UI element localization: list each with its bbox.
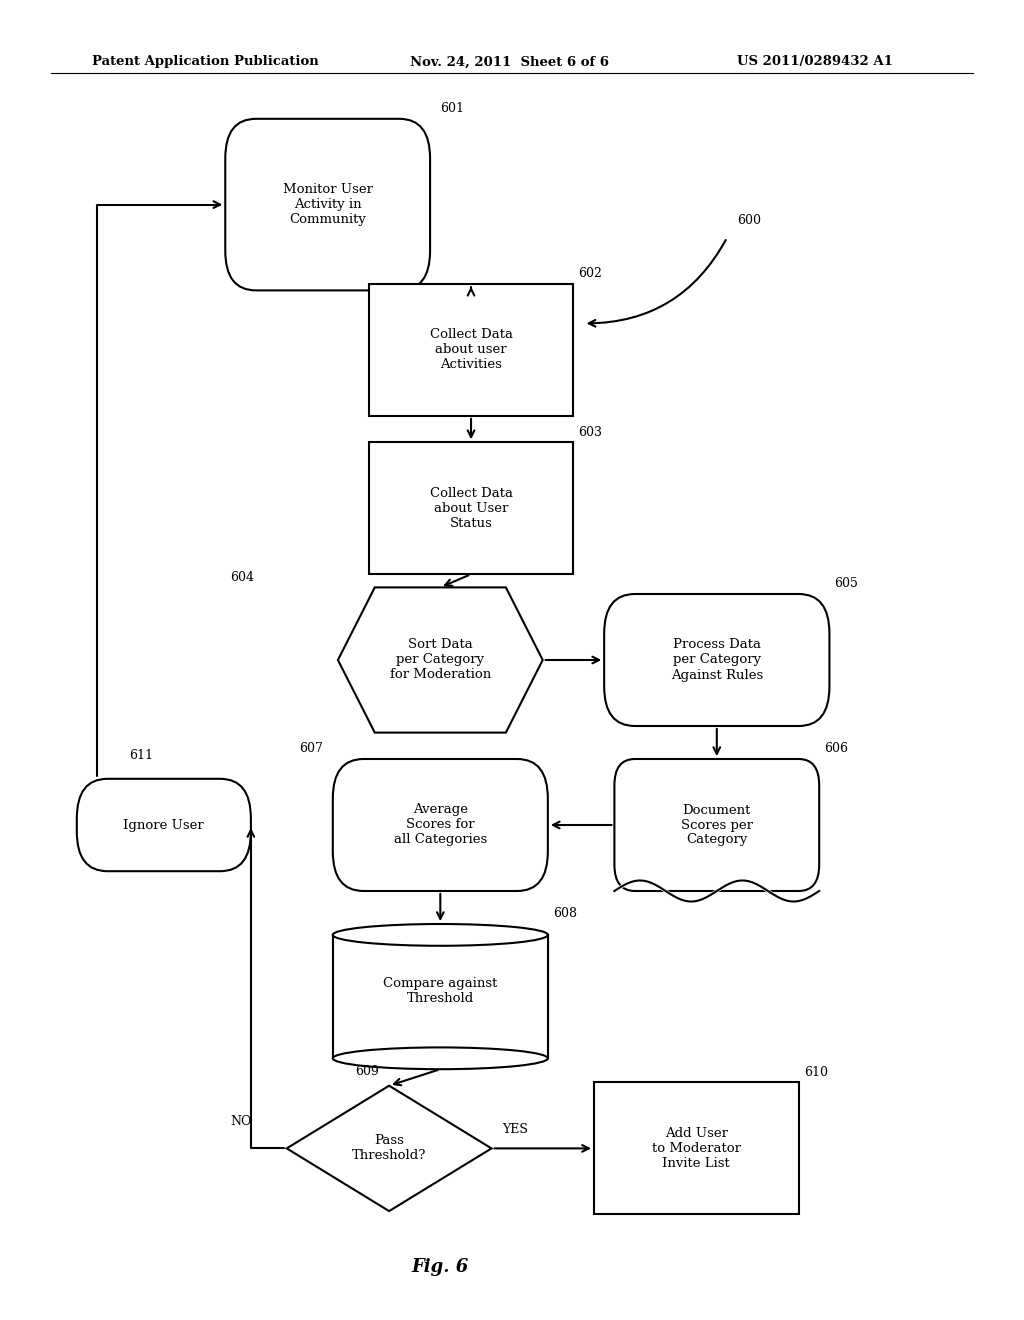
Text: 601: 601	[440, 102, 464, 115]
Bar	[594, 1082, 799, 1214]
Text: Collect Data
about user
Activities: Collect Data about user Activities	[429, 329, 513, 371]
FancyBboxPatch shape	[604, 594, 829, 726]
Text: 603: 603	[579, 425, 602, 438]
Text: Monitor User
Activity in
Community: Monitor User Activity in Community	[283, 183, 373, 226]
Polygon shape	[338, 587, 543, 733]
Polygon shape	[287, 1085, 492, 1212]
Text: 611: 611	[130, 748, 154, 762]
Text: Nov. 24, 2011  Sheet 6 of 6: Nov. 24, 2011 Sheet 6 of 6	[410, 55, 608, 69]
Bar	[369, 284, 573, 416]
Text: US 2011/0289432 A1: US 2011/0289432 A1	[737, 55, 893, 69]
Text: Compare against
Threshold: Compare against Threshold	[383, 977, 498, 1005]
Text: Process Data
per Category
Against Rules: Process Data per Category Against Rules	[671, 639, 763, 681]
Ellipse shape	[333, 924, 548, 945]
Ellipse shape	[333, 1048, 548, 1069]
Text: Ignore User: Ignore User	[124, 818, 204, 832]
FancyBboxPatch shape	[77, 779, 251, 871]
Text: Pass
Threshold?: Pass Threshold?	[352, 1134, 426, 1163]
Text: 604: 604	[230, 570, 254, 583]
Text: Add User
to Moderator
Invite List: Add User to Moderator Invite List	[652, 1127, 740, 1170]
FancyBboxPatch shape	[614, 759, 819, 891]
Text: 600: 600	[737, 214, 761, 227]
Bar	[333, 935, 548, 1059]
Text: 608: 608	[553, 907, 577, 920]
Bar	[369, 442, 573, 574]
Text: 606: 606	[824, 742, 848, 755]
Text: NO: NO	[230, 1114, 252, 1127]
FancyBboxPatch shape	[333, 759, 548, 891]
Text: 609: 609	[355, 1065, 379, 1078]
Text: YES: YES	[502, 1122, 527, 1135]
Text: Document
Scores per
Category: Document Scores per Category	[681, 804, 753, 846]
Text: Fig. 6: Fig. 6	[412, 1258, 469, 1276]
Text: 605: 605	[835, 577, 858, 590]
Bar	[333, 935, 548, 1059]
Text: 610: 610	[804, 1065, 827, 1078]
Text: Patent Application Publication: Patent Application Publication	[92, 55, 318, 69]
Text: 602: 602	[579, 267, 602, 280]
Text: 607: 607	[299, 742, 323, 755]
FancyBboxPatch shape	[225, 119, 430, 290]
Text: Sort Data
per Category
for Moderation: Sort Data per Category for Moderation	[390, 639, 490, 681]
Text: Average
Scores for
all Categories: Average Scores for all Categories	[393, 804, 487, 846]
Text: Collect Data
about User
Status: Collect Data about User Status	[429, 487, 513, 529]
